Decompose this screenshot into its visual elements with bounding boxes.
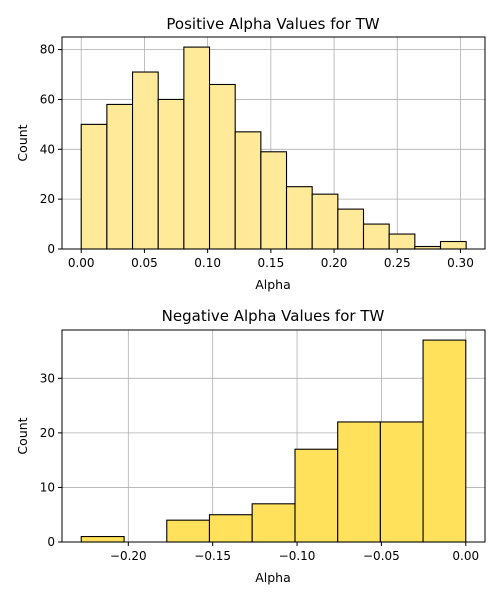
histogram-bar — [131, 71, 159, 250]
plot-frame — [61, 329, 486, 543]
x-tick-label: −0.20 — [110, 549, 147, 563]
histogram-bar — [166, 519, 211, 543]
histogram-bar — [337, 208, 365, 250]
histogram-bar — [311, 193, 339, 250]
x-tick-label: −0.05 — [363, 549, 400, 563]
histogram-bar — [379, 421, 424, 543]
x-tick-label: 0.00 — [68, 256, 95, 270]
histogram-bar — [251, 503, 296, 543]
histogram-bar — [80, 535, 125, 543]
y-tick-label: 10 — [40, 480, 55, 494]
x-tick-label: −0.10 — [279, 549, 316, 563]
histogram-bar — [260, 151, 288, 250]
histogram-bar — [208, 83, 236, 250]
x-tick-label: 0.05 — [131, 256, 158, 270]
histogram-bar — [337, 421, 381, 543]
x-tick-label: 0.00 — [452, 549, 479, 563]
ticks: −0.20 −0.15 −0.10 −0.05 0.00 0 10 20 30 — [40, 371, 479, 563]
histogram-bar — [208, 514, 253, 543]
chart-title: Positive Alpha Values for TW — [166, 15, 379, 33]
histogram-bar — [294, 448, 339, 543]
histogram-bar — [234, 131, 262, 250]
x-tick-label: 0.25 — [384, 256, 411, 270]
y-tick-label: 60 — [40, 92, 55, 106]
chart-title: Negative Alpha Values for TW — [162, 307, 385, 325]
histogram-bar — [157, 98, 185, 250]
x-axis-label: Alpha — [255, 277, 291, 292]
y-axis-label: Count — [15, 124, 30, 161]
histogram-bar — [362, 223, 390, 250]
x-tick-label: 0.15 — [257, 256, 284, 270]
bars — [80, 339, 467, 543]
plot-frame — [61, 36, 486, 250]
histogram-bar — [183, 46, 211, 250]
histogram-bar — [285, 186, 313, 250]
x-tick-label: 0.10 — [194, 256, 221, 270]
histogram-bar — [80, 123, 108, 250]
y-tick-label: 80 — [40, 43, 55, 57]
chart-positive-alpha: Positive Alpha Values for TW 0.00 0.05 0.1… — [15, 15, 486, 292]
bars — [80, 46, 467, 250]
x-tick-label: 0.30 — [447, 256, 474, 270]
chart-negative-alpha: Negative Alpha Values for TW −0.20 −0.15−… — [15, 307, 486, 585]
histogram-bar — [439, 240, 467, 250]
y-tick-label: 0 — [47, 242, 55, 256]
histogram-bar — [388, 233, 416, 250]
y-tick-label: 40 — [40, 142, 55, 156]
x-tick-label: −0.15 — [194, 549, 231, 563]
ticks: 0.00 0.05 0.10 0.15 0.20 0.25 0.30 0 20 40 60 80 — [40, 43, 474, 270]
histogram-bar — [106, 103, 134, 250]
histogram-bar — [422, 339, 467, 543]
y-tick-label: 20 — [40, 192, 55, 206]
y-tick-label: 30 — [40, 371, 55, 385]
x-axis-label: Alpha — [255, 570, 291, 585]
y-axis-label: Count — [15, 417, 30, 454]
y-tick-label: 20 — [40, 426, 55, 440]
y-tick-label: 0 — [47, 535, 55, 549]
x-tick-label: 0.20 — [321, 256, 348, 270]
